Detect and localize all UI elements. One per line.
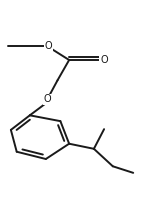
- Text: O: O: [100, 55, 108, 65]
- Text: O: O: [45, 41, 53, 51]
- Text: O: O: [44, 94, 51, 104]
